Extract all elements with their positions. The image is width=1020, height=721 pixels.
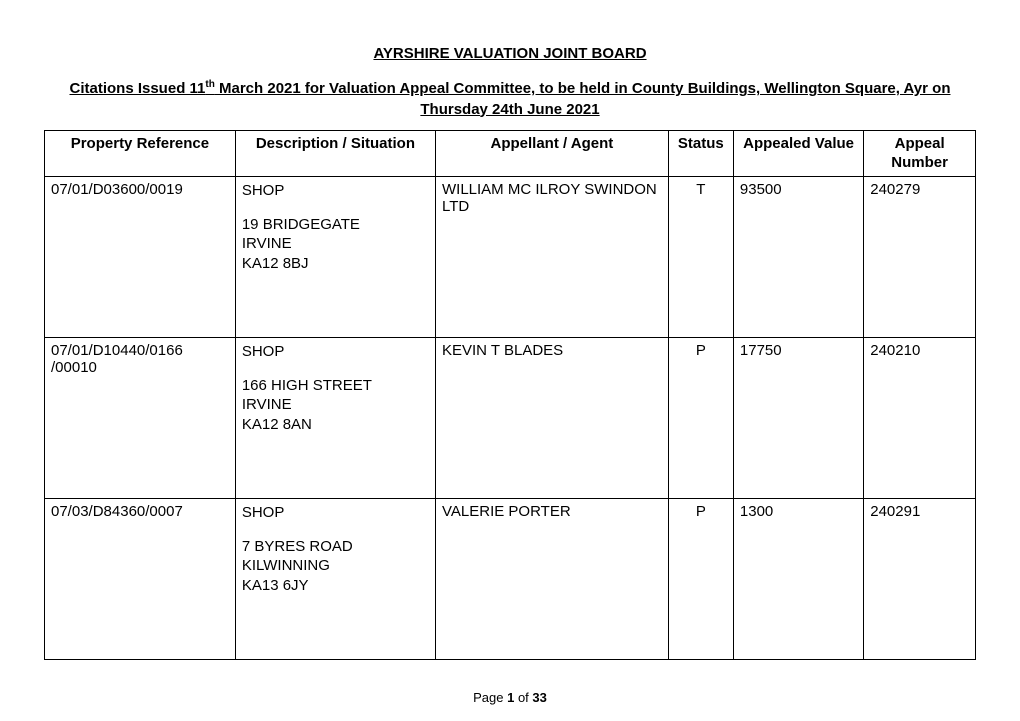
document-page: AYRSHIRE VALUATION JOINT BOARD Citations… [0, 0, 1020, 721]
table-row: 07/03/D84360/0007 SHOP 7 BYRES ROAD KILW… [45, 499, 976, 660]
addr-line: KA13 6JY [242, 576, 429, 596]
col-appealed-value: Appealed Value [733, 130, 863, 177]
addr-line: KA12 8AN [242, 415, 429, 435]
cell-number: 240279 [864, 177, 976, 338]
col-appeal-number: Appeal Number [864, 130, 976, 177]
col-appellant-agent: Appellant / Agent [436, 130, 669, 177]
cell-agent: WILLIAM MC ILROY SWINDON LTD [436, 177, 669, 338]
addr-line: IRVINE [242, 234, 429, 254]
table-row: 07/01/D03600/0019 SHOP 19 BRIDGEGATE IRV… [45, 177, 976, 338]
cell-desc: SHOP 166 HIGH STREET IRVINE KA12 8AN [235, 338, 435, 499]
cell-desc: SHOP 19 BRIDGEGATE IRVINE KA12 8BJ [235, 177, 435, 338]
table-body: 07/01/D03600/0019 SHOP 19 BRIDGEGATE IRV… [45, 177, 976, 660]
addr-line: IRVINE [242, 395, 429, 415]
cell-status: T [668, 177, 733, 338]
page-title: AYRSHIRE VALUATION JOINT BOARD [44, 44, 976, 64]
cell-status: P [668, 499, 733, 660]
footer-page-label: Page [473, 690, 507, 705]
desc-type: SHOP [242, 342, 429, 362]
subtitle-pre: Citations Issued 11 [70, 80, 206, 97]
footer-page-sep: of [514, 690, 532, 705]
desc-type: SHOP [242, 181, 429, 201]
cell-desc: SHOP 7 BYRES ROAD KILWINNING KA13 6JY [235, 499, 435, 660]
cell-ref: 07/01/D03600/0019 [45, 177, 236, 338]
cell-agent: KEVIN T BLADES [436, 338, 669, 499]
cell-value: 17750 [733, 338, 863, 499]
table-header-row: Property Reference Description / Situati… [45, 130, 976, 177]
addr-line: 166 HIGH STREET [242, 376, 429, 396]
citations-table: Property Reference Description / Situati… [44, 130, 976, 661]
subtitle-post: March 2021 for Valuation Appeal Committe… [215, 80, 951, 97]
addr-line: 19 BRIDGEGATE [242, 215, 429, 235]
col-property-reference: Property Reference [45, 130, 236, 177]
col-appeal-number-l1: Appeal [895, 135, 945, 152]
addr-line: KILWINNING [242, 556, 429, 576]
col-appeal-number-l2: Number [891, 154, 948, 171]
subtitle-sup: th [205, 79, 214, 90]
page-footer: Page 1 of 33 [0, 690, 1020, 705]
cell-value: 93500 [733, 177, 863, 338]
col-description-situation: Description / Situation [235, 130, 435, 177]
footer-page-total: 33 [532, 690, 546, 705]
subtitle-line2: Thursday 24th June 2021 [420, 101, 599, 118]
cell-status: P [668, 338, 733, 499]
cell-number: 240291 [864, 499, 976, 660]
cell-ref: 07/01/D10440/0166 /00010 [45, 338, 236, 499]
cell-ref: 07/03/D84360/0007 [45, 499, 236, 660]
addr-line: 7 BYRES ROAD [242, 537, 429, 557]
col-status: Status [668, 130, 733, 177]
cell-value: 1300 [733, 499, 863, 660]
desc-type: SHOP [242, 503, 429, 523]
table-row: 07/01/D10440/0166 /00010 SHOP 166 HIGH S… [45, 338, 976, 499]
cell-agent: VALERIE PORTER [436, 499, 669, 660]
addr-line: KA12 8BJ [242, 254, 429, 274]
cell-number: 240210 [864, 338, 976, 499]
page-subtitle: Citations Issued 11th March 2021 for Val… [44, 78, 976, 120]
